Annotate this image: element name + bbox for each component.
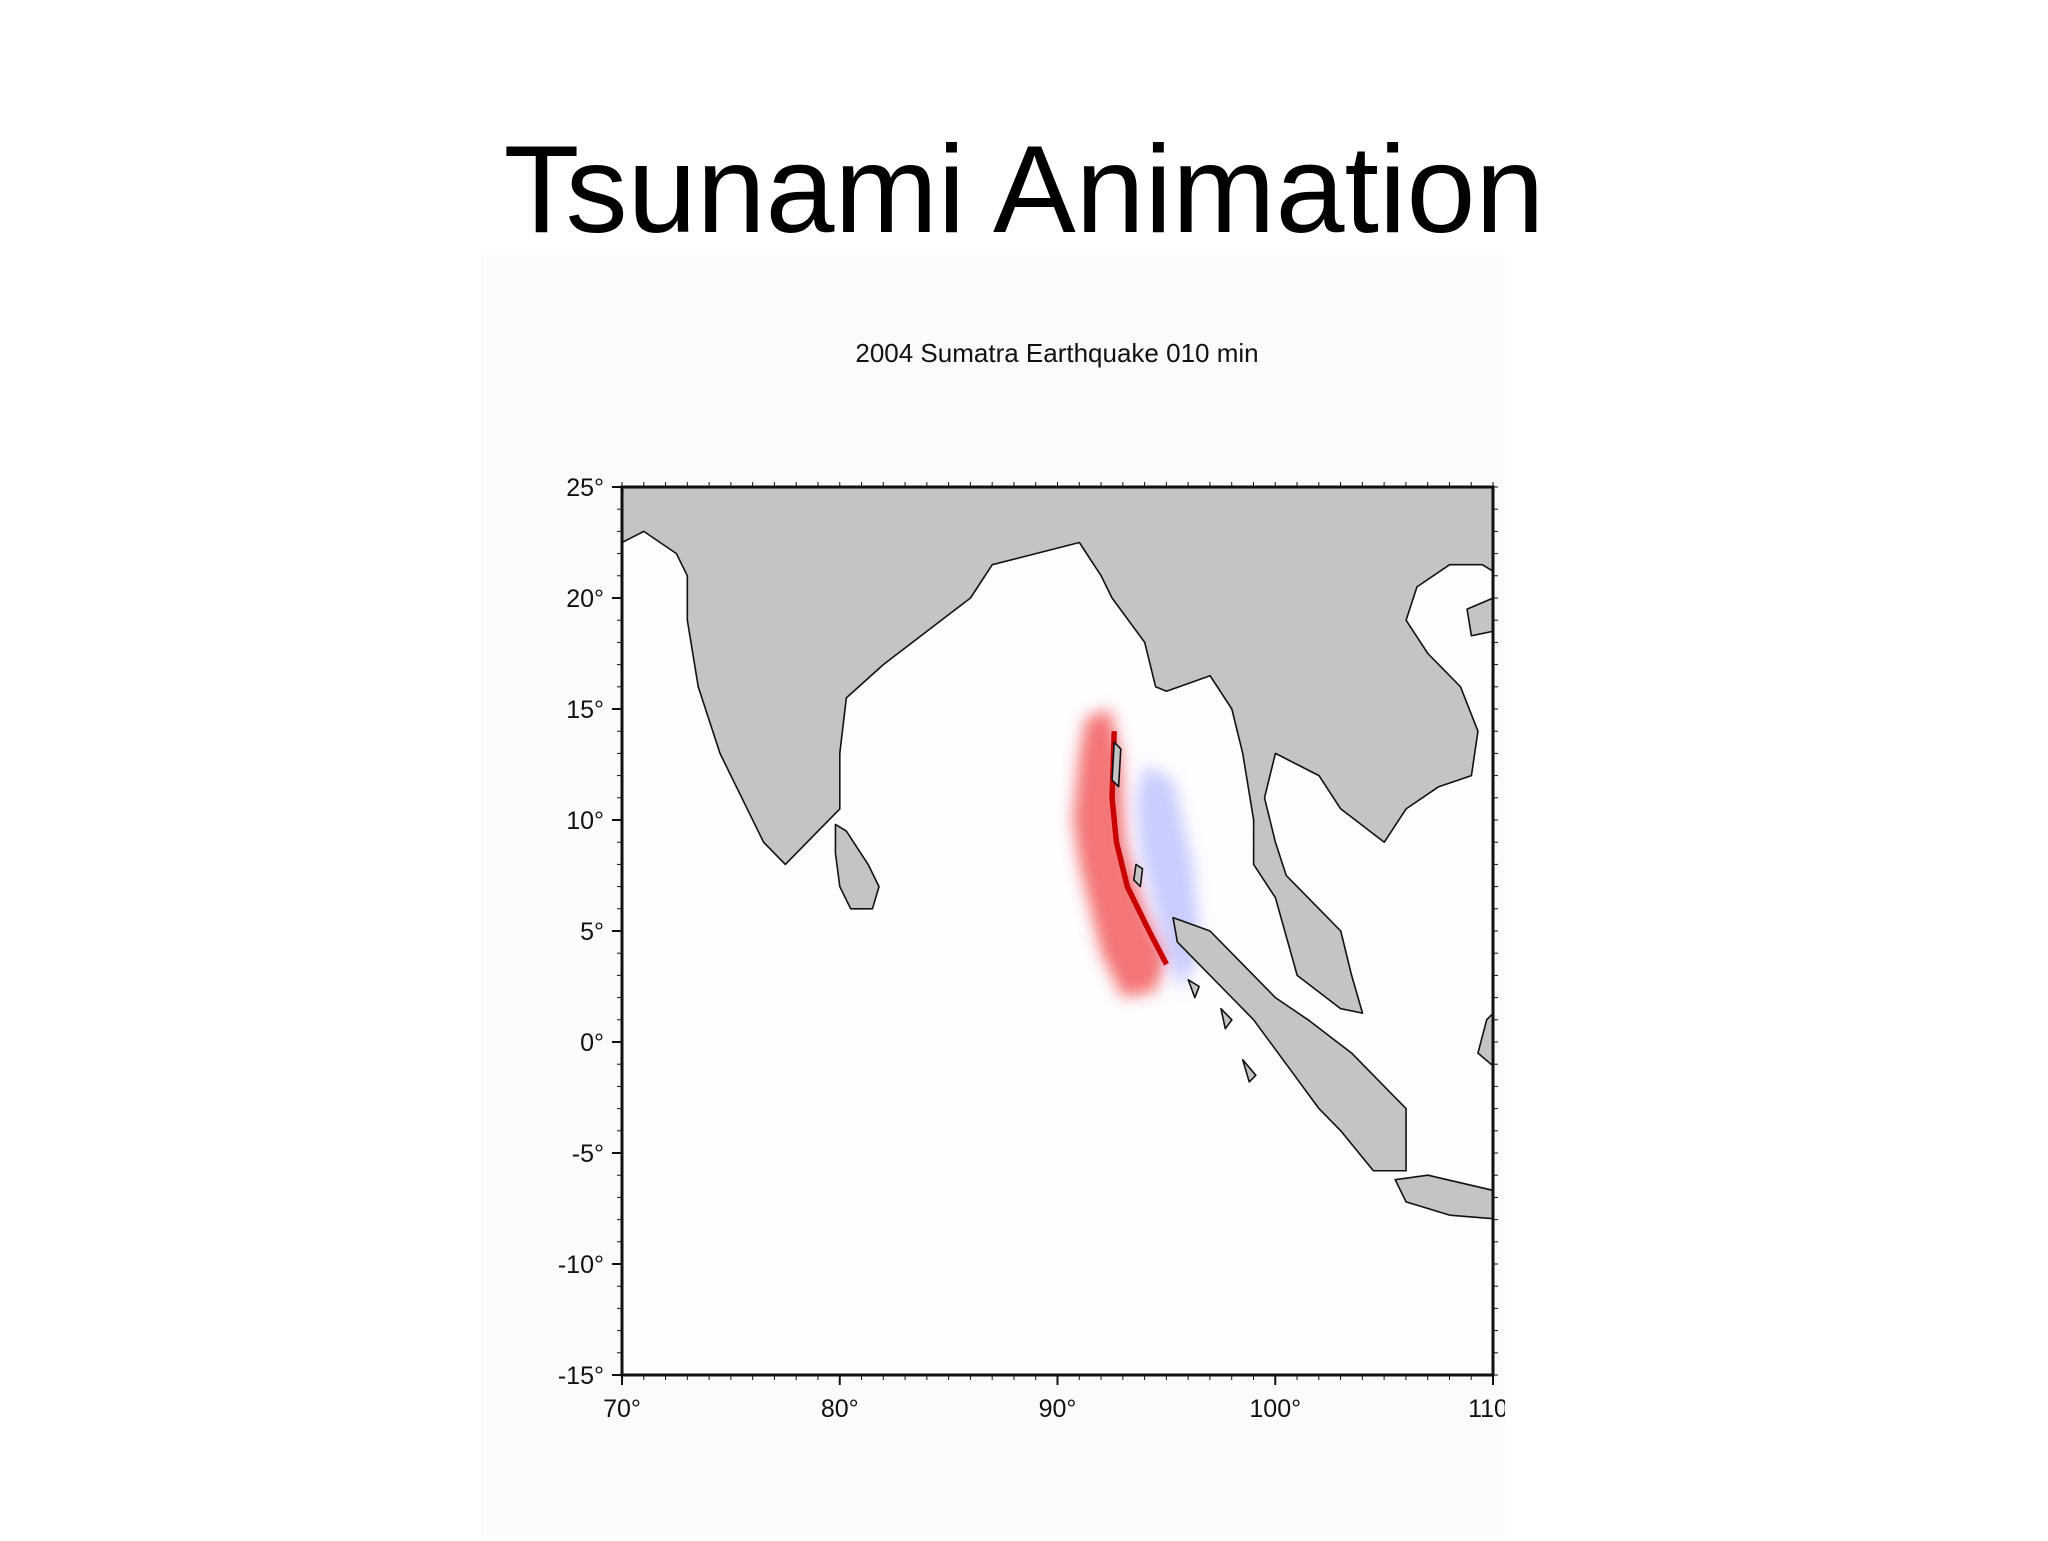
map-content [622, 487, 1493, 1220]
y-tick-label: -5° [572, 1140, 604, 1168]
y-tick-label: 15° [566, 696, 604, 724]
x-tick-label: 80° [821, 1395, 859, 1423]
x-tick-label: 70° [603, 1395, 641, 1423]
y-tick-label: 20° [566, 585, 604, 613]
nicobar-islands [1134, 864, 1143, 886]
y-tick-label: -10° [558, 1251, 604, 1279]
rupture-line [1109, 731, 1169, 966]
sumatra-islands [1188, 980, 1256, 1082]
y-tick-label: 0° [580, 1029, 604, 1057]
y-tick-label: 10° [566, 807, 604, 835]
sumatra [1173, 918, 1406, 1171]
y-tick-label: -15° [558, 1362, 604, 1390]
map-projection [622, 487, 1493, 1220]
y-tick-label: 25° [566, 474, 604, 502]
x-tick-label: 100° [1249, 1395, 1301, 1423]
map-title: 2004 Sumatra Earthquake 010 min [855, 338, 1258, 368]
andaman-islands [1112, 742, 1121, 786]
landmasses [622, 487, 1493, 1220]
sri-lanka [835, 824, 879, 908]
hainan [1467, 598, 1493, 636]
crop-mask [1505, 255, 2048, 1536]
slide-title: Tsunami Animation [504, 121, 1545, 259]
x-tick-label: 90° [1039, 1395, 1077, 1423]
asia-mainland [622, 487, 1493, 1013]
y-tick-label: 5° [580, 918, 604, 946]
java [1395, 1175, 1493, 1219]
